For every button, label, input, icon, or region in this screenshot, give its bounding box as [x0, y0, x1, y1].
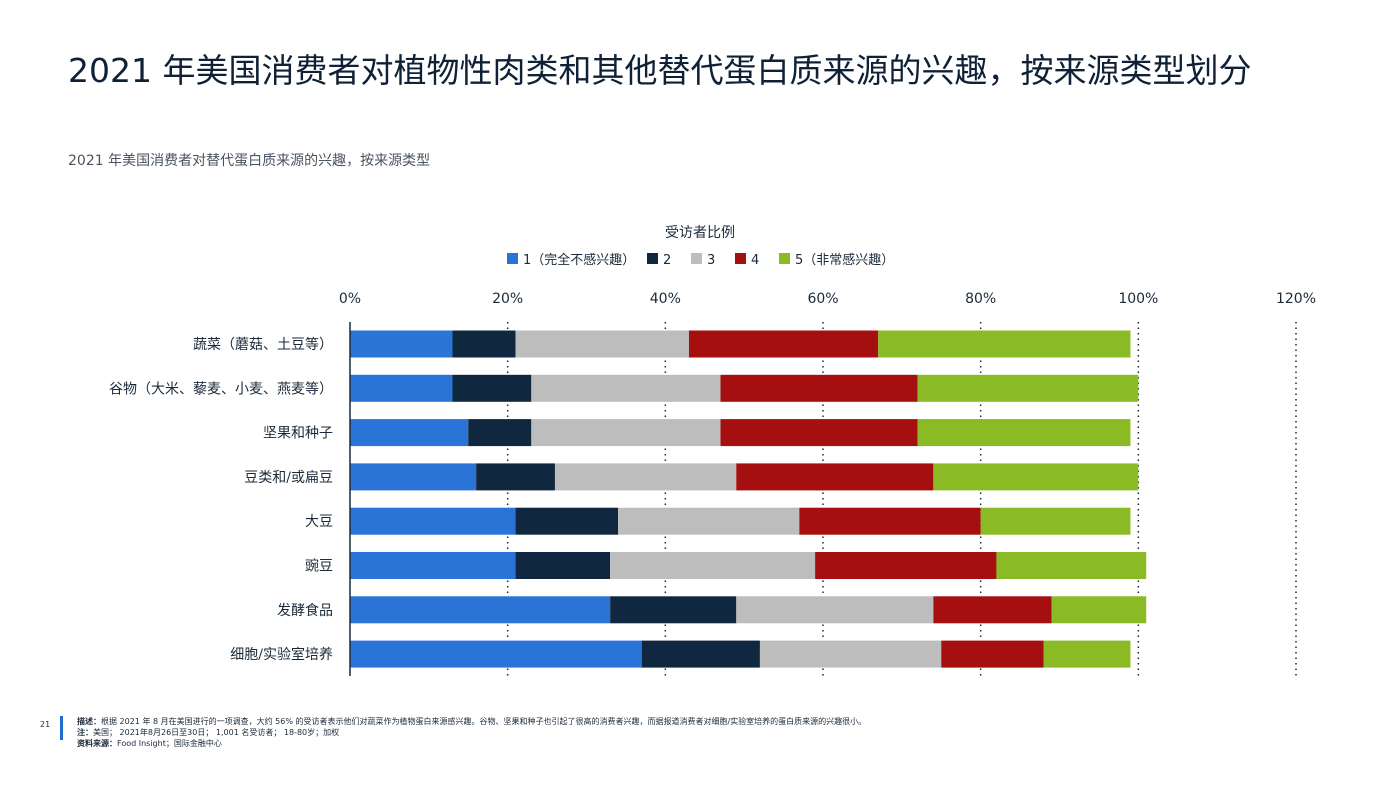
category-label: 发酵食品 — [277, 602, 333, 619]
category-label: 细胞/实验室培养 — [230, 646, 333, 663]
page-number: 21 — [40, 720, 51, 729]
bar-segment-1 — [350, 640, 642, 668]
bar-segment-4 — [688, 330, 879, 358]
bar-segment-3 — [531, 374, 721, 402]
bar-segment-4 — [799, 507, 981, 535]
legend-swatch-3 — [691, 253, 702, 264]
bar-segment-2 — [452, 374, 532, 402]
bar-segment-1 — [350, 596, 611, 624]
page-subtitle: 2021 年美国消费者对替代蛋白质来源的兴趣，按来源类型 — [68, 153, 431, 169]
x-tick-label: 60% — [807, 291, 838, 307]
description-line: 描述：根据 2021 年 8 月在美国进行的一项调查，大约 56% 的受访者表示… — [77, 716, 1277, 727]
legend-swatch-5 — [779, 253, 790, 264]
bar-segment-2 — [476, 463, 555, 491]
bar-segment-4 — [815, 552, 997, 579]
x-tick-label: 100% — [1118, 291, 1158, 307]
bar-segment-5 — [980, 507, 1131, 535]
bar-segment-2 — [468, 419, 532, 447]
category-label: 坚果和种子 — [263, 426, 333, 442]
bar-segment-4 — [941, 640, 1044, 668]
stacked-bar-chart: 受访者比例 1（完全不感兴趣） 2 3 4 5（非常感兴趣） 0% 20% 40% 60% 80% 1… — [109, 225, 1316, 676]
legend-label-3: 3 — [707, 253, 715, 268]
bar-segment-1 — [350, 330, 453, 358]
note-line: 注：美国； 2021年8月26日至30日； 1,001 名受访者； 18-80岁… — [77, 727, 1277, 738]
footer-accent-bar — [60, 716, 63, 740]
description-label: 描述： — [77, 717, 101, 726]
bar-segment-2 — [610, 596, 737, 624]
bar-segment-5 — [917, 374, 1139, 402]
legend-swatch-1 — [507, 253, 518, 264]
category-label: 大豆 — [305, 514, 333, 530]
legend-swatch-4 — [735, 253, 746, 264]
x-tick-label: 20% — [492, 291, 523, 307]
legend-swatch-2 — [647, 253, 658, 264]
bar-segment-2 — [641, 640, 760, 668]
x-tick-label: 80% — [965, 291, 996, 307]
x-tick-label: 40% — [650, 291, 681, 307]
bar-segment-5 — [1043, 640, 1131, 668]
category-label: 谷物（大米、藜麦、小麦、燕麦等） — [109, 380, 333, 397]
category-label: 蔬菜（蘑菇、土豆等） — [193, 336, 333, 353]
description-text: 根据 2021 年 8 月在美国进行的一项调查，大约 56% 的受访者表示他们对… — [101, 717, 867, 726]
bar-segment-4 — [720, 374, 918, 402]
bar-segment-1 — [350, 463, 477, 491]
source-label: 资料来源： — [77, 739, 117, 748]
bar-segment-1 — [350, 552, 516, 579]
note-text: 美国； 2021年8月26日至30日； 1,001 名受访者； 18-80岁；加… — [93, 728, 340, 737]
bar-segment-3 — [610, 552, 816, 579]
bar-segment-2 — [515, 507, 619, 535]
legend-label-4: 4 — [751, 253, 759, 268]
bar-segment-4 — [736, 463, 934, 491]
bar-segment-5 — [1051, 596, 1147, 624]
bar-segment-4 — [933, 596, 1052, 624]
source-text: Food Insight；国际金融中心 — [117, 739, 222, 748]
bar-segment-3 — [736, 596, 934, 624]
bar-segment-4 — [720, 419, 918, 447]
bar-segment-5 — [878, 330, 1131, 358]
bar-segment-3 — [554, 463, 737, 491]
note-label: 注： — [77, 728, 93, 737]
legend-label-2: 2 — [663, 253, 671, 268]
chart-title: 受访者比例 — [665, 225, 735, 241]
bar-segment-1 — [350, 507, 516, 535]
bar-segment-5 — [917, 419, 1131, 447]
bar-segment-5 — [933, 463, 1139, 491]
bar-segment-2 — [515, 552, 611, 579]
x-tick-label: 120% — [1276, 291, 1316, 307]
bar-segment-1 — [350, 374, 453, 402]
category-label: 豆类和/或扁豆 — [244, 470, 333, 486]
category-label: 豌豆 — [305, 559, 333, 575]
source-line: 资料来源：Food Insight；国际金融中心 — [77, 738, 1277, 749]
bar-segment-3 — [618, 507, 800, 535]
bar-segment-3 — [531, 419, 721, 447]
legend-label-1: 1（完全不感兴趣） — [523, 252, 635, 268]
footer-notes: 描述：根据 2021 年 8 月在美国进行的一项调查，大约 56% 的受访者表示… — [77, 716, 1277, 749]
bar-segment-2 — [452, 330, 516, 358]
bar-segment-3 — [759, 640, 942, 668]
legend-label-5: 5（非常感兴趣） — [795, 252, 894, 268]
bar-segment-1 — [350, 419, 469, 447]
bar-segment-5 — [996, 552, 1147, 579]
page-title: 2021 年美国消费者对植物性肉类和其他替代蛋白质来源的兴趣，按来源类型划分 — [68, 51, 1252, 90]
bar-segment-3 — [515, 330, 689, 358]
x-tick-label: 0% — [339, 291, 361, 307]
